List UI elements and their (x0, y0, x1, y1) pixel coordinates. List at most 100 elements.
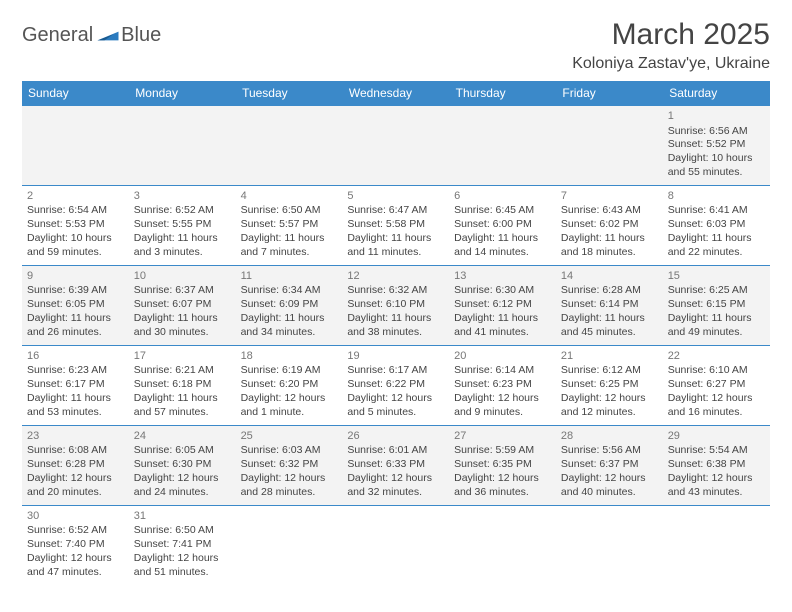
calendar-day-cell: 8Sunrise: 6:41 AMSunset: 6:03 PMDaylight… (663, 185, 770, 265)
weekday-header: Saturday (663, 81, 770, 106)
daylight-text: Daylight: 11 hours and 26 minutes. (27, 312, 124, 340)
logo: General Blue (22, 18, 161, 47)
calendar-day-cell: 15Sunrise: 6:25 AMSunset: 6:15 PMDayligh… (663, 265, 770, 345)
day-number: 31 (134, 509, 231, 524)
day-number: 29 (668, 429, 765, 444)
sunrise-text: Sunrise: 6:52 AM (134, 204, 231, 218)
calendar-day-cell: 23Sunrise: 6:08 AMSunset: 6:28 PMDayligh… (22, 425, 129, 505)
day-number: 10 (134, 269, 231, 284)
day-number: 17 (134, 349, 231, 364)
daylight-text: Daylight: 10 hours and 55 minutes. (668, 152, 765, 180)
calendar-day-cell: 26Sunrise: 6:01 AMSunset: 6:33 PMDayligh… (342, 425, 449, 505)
sunrise-text: Sunrise: 6:32 AM (347, 284, 444, 298)
sunrise-text: Sunrise: 6:37 AM (134, 284, 231, 298)
daylight-text: Daylight: 11 hours and 30 minutes. (134, 312, 231, 340)
calendar-day-cell: 6Sunrise: 6:45 AMSunset: 6:00 PMDaylight… (449, 185, 556, 265)
daylight-text: Daylight: 12 hours and 40 minutes. (561, 472, 658, 500)
calendar-day-cell: 7Sunrise: 6:43 AMSunset: 6:02 PMDaylight… (556, 185, 663, 265)
calendar-day-cell (342, 106, 449, 186)
sunset-text: Sunset: 6:35 PM (454, 458, 551, 472)
day-number: 15 (668, 269, 765, 284)
weekday-header: Tuesday (236, 81, 343, 106)
day-number: 8 (668, 189, 765, 204)
day-number: 27 (454, 429, 551, 444)
header: General Blue March 2025 Koloniya Zastav'… (22, 18, 770, 73)
calendar-day-cell: 12Sunrise: 6:32 AMSunset: 6:10 PMDayligh… (342, 265, 449, 345)
logo-text-general: General (22, 24, 93, 47)
sunrise-text: Sunrise: 6:21 AM (134, 364, 231, 378)
calendar-day-cell: 4Sunrise: 6:50 AMSunset: 5:57 PMDaylight… (236, 185, 343, 265)
month-title: March 2025 (572, 18, 770, 51)
calendar-day-cell (663, 505, 770, 584)
daylight-text: Daylight: 12 hours and 20 minutes. (27, 472, 124, 500)
calendar-day-cell: 20Sunrise: 6:14 AMSunset: 6:23 PMDayligh… (449, 345, 556, 425)
calendar-day-cell (236, 106, 343, 186)
calendar-day-cell: 9Sunrise: 6:39 AMSunset: 6:05 PMDaylight… (22, 265, 129, 345)
daylight-text: Daylight: 12 hours and 36 minutes. (454, 472, 551, 500)
day-number: 22 (668, 349, 765, 364)
sunset-text: Sunset: 6:12 PM (454, 298, 551, 312)
calendar-day-cell: 22Sunrise: 6:10 AMSunset: 6:27 PMDayligh… (663, 345, 770, 425)
calendar-day-cell: 21Sunrise: 6:12 AMSunset: 6:25 PMDayligh… (556, 345, 663, 425)
sunrise-text: Sunrise: 6:19 AM (241, 364, 338, 378)
sunset-text: Sunset: 6:38 PM (668, 458, 765, 472)
day-number: 16 (27, 349, 124, 364)
daylight-text: Daylight: 11 hours and 11 minutes. (347, 232, 444, 260)
sunset-text: Sunset: 7:41 PM (134, 538, 231, 552)
sunrise-text: Sunrise: 6:50 AM (241, 204, 338, 218)
daylight-text: Daylight: 12 hours and 5 minutes. (347, 392, 444, 420)
calendar-day-cell: 17Sunrise: 6:21 AMSunset: 6:18 PMDayligh… (129, 345, 236, 425)
sunset-text: Sunset: 5:57 PM (241, 218, 338, 232)
daylight-text: Daylight: 12 hours and 47 minutes. (27, 552, 124, 580)
sunrise-text: Sunrise: 6:14 AM (454, 364, 551, 378)
daylight-text: Daylight: 12 hours and 12 minutes. (561, 392, 658, 420)
sunset-text: Sunset: 6:20 PM (241, 378, 338, 392)
sunrise-text: Sunrise: 6:56 AM (668, 125, 765, 139)
calendar-week-row: 30Sunrise: 6:52 AMSunset: 7:40 PMDayligh… (22, 505, 770, 584)
calendar-day-cell (236, 505, 343, 584)
daylight-text: Daylight: 11 hours and 57 minutes. (134, 392, 231, 420)
sunset-text: Sunset: 6:07 PM (134, 298, 231, 312)
sunrise-text: Sunrise: 6:34 AM (241, 284, 338, 298)
calendar-day-cell (22, 106, 129, 186)
calendar-day-cell: 30Sunrise: 6:52 AMSunset: 7:40 PMDayligh… (22, 505, 129, 584)
sunrise-text: Sunrise: 6:23 AM (27, 364, 124, 378)
calendar-day-cell: 13Sunrise: 6:30 AMSunset: 6:12 PMDayligh… (449, 265, 556, 345)
calendar-week-row: 2Sunrise: 6:54 AMSunset: 5:53 PMDaylight… (22, 185, 770, 265)
sunrise-text: Sunrise: 6:17 AM (347, 364, 444, 378)
calendar-day-cell: 1Sunrise: 6:56 AMSunset: 5:52 PMDaylight… (663, 106, 770, 186)
daylight-text: Daylight: 11 hours and 45 minutes. (561, 312, 658, 340)
location-label: Koloniya Zastav'ye, Ukraine (572, 55, 770, 73)
weekday-header: Thursday (449, 81, 556, 106)
calendar-day-cell (556, 106, 663, 186)
daylight-text: Daylight: 12 hours and 51 minutes. (134, 552, 231, 580)
sunset-text: Sunset: 6:25 PM (561, 378, 658, 392)
flag-icon (97, 29, 119, 43)
calendar-day-cell (342, 505, 449, 584)
sunrise-text: Sunrise: 5:54 AM (668, 444, 765, 458)
daylight-text: Daylight: 12 hours and 1 minute. (241, 392, 338, 420)
daylight-text: Daylight: 12 hours and 43 minutes. (668, 472, 765, 500)
daylight-text: Daylight: 11 hours and 7 minutes. (241, 232, 338, 260)
calendar-day-cell (449, 106, 556, 186)
sunset-text: Sunset: 6:02 PM (561, 218, 658, 232)
daylight-text: Daylight: 11 hours and 34 minutes. (241, 312, 338, 340)
sunset-text: Sunset: 6:03 PM (668, 218, 765, 232)
sunrise-text: Sunrise: 6:43 AM (561, 204, 658, 218)
day-number: 12 (347, 269, 444, 284)
sunrise-text: Sunrise: 6:50 AM (134, 524, 231, 538)
calendar-day-cell: 31Sunrise: 6:50 AMSunset: 7:41 PMDayligh… (129, 505, 236, 584)
day-number: 5 (347, 189, 444, 204)
day-number: 14 (561, 269, 658, 284)
calendar-day-cell: 25Sunrise: 6:03 AMSunset: 6:32 PMDayligh… (236, 425, 343, 505)
sunset-text: Sunset: 6:32 PM (241, 458, 338, 472)
day-number: 18 (241, 349, 338, 364)
weekday-header: Friday (556, 81, 663, 106)
day-number: 23 (27, 429, 124, 444)
daylight-text: Daylight: 12 hours and 9 minutes. (454, 392, 551, 420)
daylight-text: Daylight: 11 hours and 14 minutes. (454, 232, 551, 260)
weekday-header: Wednesday (342, 81, 449, 106)
daylight-text: Daylight: 12 hours and 28 minutes. (241, 472, 338, 500)
calendar-day-cell: 14Sunrise: 6:28 AMSunset: 6:14 PMDayligh… (556, 265, 663, 345)
title-block: March 2025 Koloniya Zastav'ye, Ukraine (572, 18, 770, 73)
